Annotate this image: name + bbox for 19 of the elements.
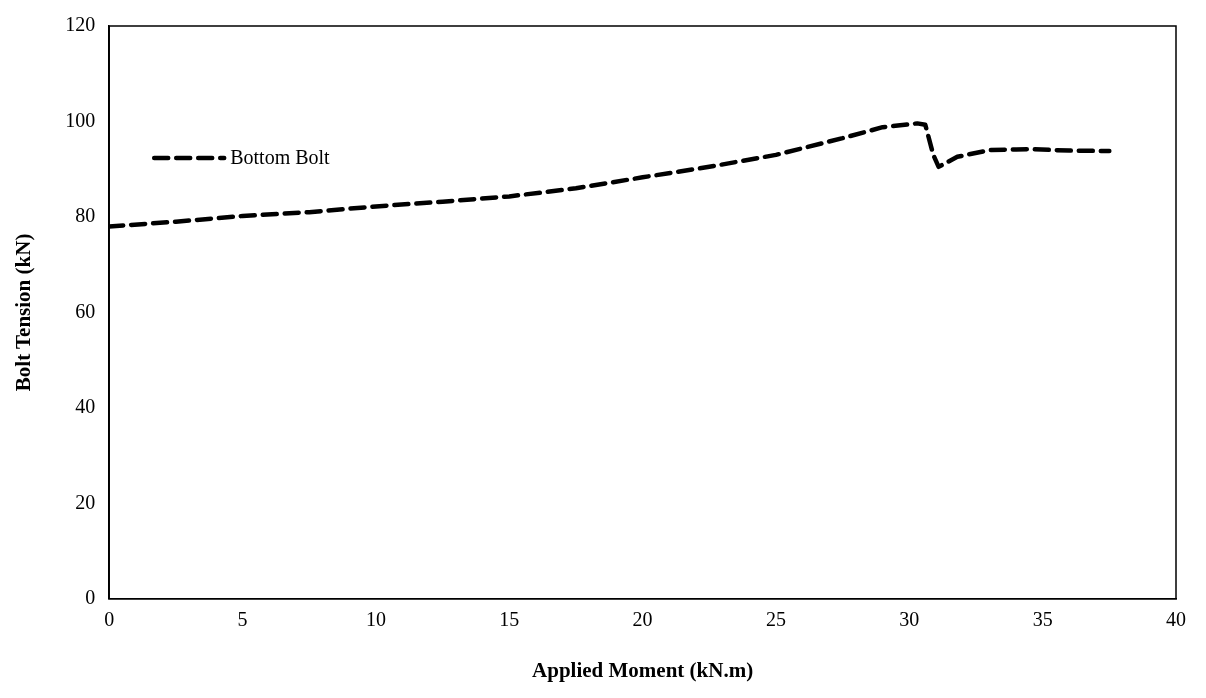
y-tick-label: 0 xyxy=(85,586,96,609)
x-tick-label: 20 xyxy=(632,608,653,631)
y-tick-label: 40 xyxy=(75,395,96,418)
x-axis-title: Applied Moment (kN.m) xyxy=(532,657,754,682)
y-tick-label: 100 xyxy=(65,108,96,131)
x-tick-label: 10 xyxy=(365,608,386,631)
x-tick-label: 5 xyxy=(237,608,248,631)
x-tick-label: 40 xyxy=(1166,608,1186,631)
x-tick-label: 25 xyxy=(765,608,786,631)
x-tick-label: 30 xyxy=(899,608,920,631)
y-axis-title: Bolt Tension (kN) xyxy=(11,233,36,392)
y-tick-label: 60 xyxy=(75,299,96,322)
y-tick-label: 120 xyxy=(65,13,96,36)
y-tick-label: 20 xyxy=(75,490,96,513)
legend-label: Bottom Bolt xyxy=(230,146,331,169)
y-tick-label: 80 xyxy=(75,204,96,227)
x-tick-label: 35 xyxy=(1032,608,1053,631)
x-tick-label: 0 xyxy=(104,608,115,631)
x-tick-label: 15 xyxy=(499,608,520,631)
